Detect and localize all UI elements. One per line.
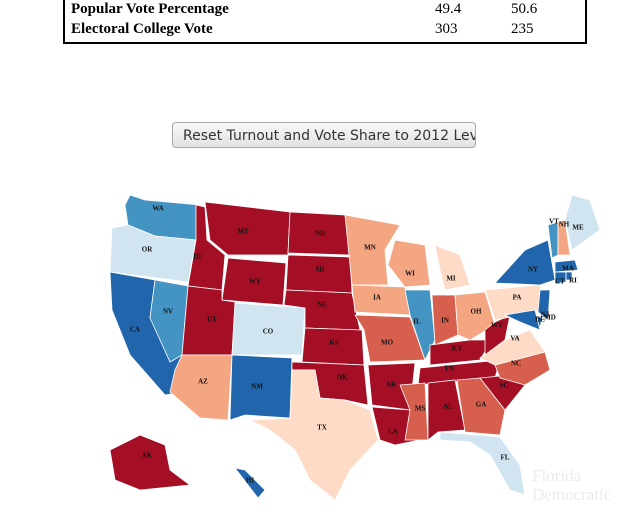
cell: 49.4 [435, 1, 462, 17]
state-label: VT [549, 218, 559, 226]
state [169, 354, 233, 421]
state [456, 377, 506, 436]
watermark: Democratic [532, 485, 612, 504]
state [565, 271, 573, 281]
state-label: TN [444, 365, 454, 373]
state [344, 214, 401, 286]
state-label: IL [413, 318, 421, 326]
state [503, 309, 541, 331]
state [351, 284, 411, 316]
state [221, 257, 287, 306]
state [399, 382, 429, 441]
state-label: NE [317, 301, 327, 309]
state [554, 259, 579, 273]
state-label: IA [373, 294, 381, 302]
state-label: AZ [198, 378, 208, 386]
state [387, 239, 431, 288]
state-label: CA [130, 326, 140, 334]
state-label: MD [544, 314, 556, 322]
state-label: AR [386, 381, 397, 389]
state-label: CO [263, 328, 274, 336]
state [285, 254, 353, 294]
state-label: ID [193, 253, 201, 261]
state-label: MO [381, 339, 394, 347]
state [248, 369, 379, 501]
state-label: DE [535, 316, 545, 324]
state [564, 194, 601, 251]
state-label: NM [251, 383, 263, 391]
reset-button[interactable]: Reset Turnout and Vote Share to 2012 Lev… [172, 122, 476, 148]
state-label: NH [559, 221, 570, 229]
state-label: MA [562, 265, 574, 273]
watermark: Florida [532, 466, 582, 485]
state [537, 289, 551, 321]
state-label: PA [513, 294, 522, 302]
state-label: LA [388, 428, 398, 436]
state-label: NY [528, 266, 538, 274]
state [231, 302, 306, 356]
state-label: MS [415, 405, 426, 413]
state [434, 244, 471, 291]
state-label: IN [441, 317, 449, 325]
state-label: FL [501, 454, 510, 462]
state-label: TX [317, 424, 327, 432]
cell: 50.6 [511, 1, 538, 17]
state-label: SD [316, 266, 325, 274]
state-label: OH [471, 308, 482, 316]
state [484, 314, 511, 356]
state-label: ND [315, 230, 325, 238]
state-label: MN [364, 244, 376, 252]
state [427, 379, 466, 441]
cell: Electoral College Vote [71, 21, 213, 37]
state-label: RI [569, 277, 577, 285]
state-label: WV [491, 322, 503, 330]
state-label: NJ [541, 311, 550, 319]
state [204, 201, 291, 256]
state-label: NV [163, 308, 173, 316]
state-label: OK [337, 374, 348, 382]
state-label: WY [249, 278, 261, 286]
state-label: GA [476, 401, 487, 409]
state [454, 291, 496, 341]
state-label: MT [237, 228, 249, 236]
cell: 303 [435, 21, 458, 37]
state-label: WI [405, 270, 415, 278]
state-label: MI [446, 275, 456, 283]
state-label: ME [572, 224, 584, 232]
state-label: UT [207, 316, 217, 324]
state-label: VA [510, 335, 519, 343]
state [109, 434, 192, 491]
cell: 235 [511, 21, 534, 37]
state-label: AL [443, 403, 453, 411]
cell: Popular Vote Percentage [71, 1, 229, 17]
state [149, 279, 189, 363]
state-label: KY [452, 345, 463, 353]
state-label: WA [152, 205, 163, 213]
state [229, 354, 293, 421]
state-label: NC [511, 360, 521, 368]
state [554, 271, 567, 285]
state [557, 219, 571, 256]
state-label: CT [555, 278, 565, 286]
state-label: AK [142, 452, 153, 460]
state-label: KS [329, 339, 338, 347]
state-label: SC [500, 382, 509, 390]
results-table: Popular Vote Percentage 49.4 50.6 Electo… [63, 0, 587, 44]
state [354, 314, 426, 363]
state-label: HI [246, 477, 254, 485]
state [187, 204, 226, 291]
state [494, 239, 556, 286]
state-label: OR [142, 246, 153, 254]
state [439, 431, 526, 496]
state [234, 467, 266, 499]
